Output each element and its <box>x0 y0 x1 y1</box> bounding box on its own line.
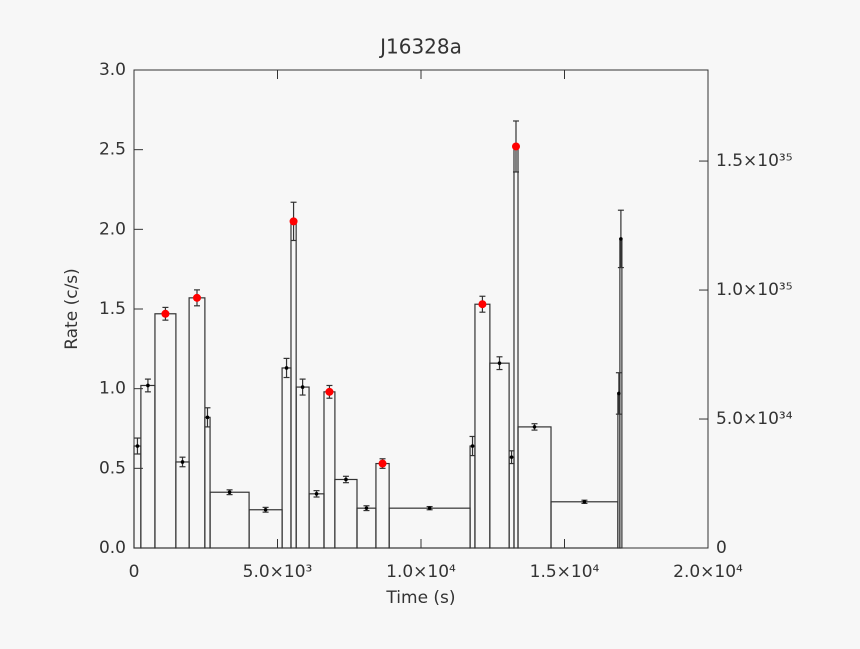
bar <box>356 507 377 549</box>
y-tick-label: 2.5 <box>99 140 126 160</box>
data-point <box>180 460 185 464</box>
y-tick-label: 0.0 <box>99 538 126 558</box>
data-point <box>314 492 319 496</box>
data-point <box>619 237 623 241</box>
bar <box>154 313 177 549</box>
y-tick-label: 1.5 <box>99 299 126 319</box>
x-tick-label: 0 <box>129 562 140 582</box>
y2-tick-label: 0 <box>716 538 727 558</box>
bar <box>281 367 292 549</box>
y2-tick-label: 1.0×10³⁵ <box>716 280 793 300</box>
bar <box>323 391 336 549</box>
x-tick-label: 5.0×10³ <box>243 562 313 582</box>
y-tick-label: 3.0 <box>99 60 126 80</box>
bar <box>334 478 358 549</box>
bar <box>188 297 206 549</box>
bar <box>513 145 519 549</box>
bar <box>140 384 156 549</box>
y2-tick-label: 5.0×10³⁴ <box>716 409 793 429</box>
y-tick-label: 2.0 <box>99 219 126 239</box>
data-point <box>378 459 387 468</box>
data-point <box>161 309 170 318</box>
bar <box>204 416 211 549</box>
data-point <box>192 293 201 302</box>
bar <box>175 461 190 549</box>
data-point <box>300 385 305 389</box>
bar <box>375 462 390 549</box>
y2-tick-label: 1.5×10³⁵ <box>716 151 793 171</box>
data-point <box>284 366 289 370</box>
y-axis-label: Rate (c/s) <box>62 268 82 350</box>
y-tick-label: 0.5 <box>99 458 126 478</box>
x-tick-label: 1.0×10⁴ <box>386 562 456 582</box>
bar <box>388 507 471 549</box>
bar <box>489 362 510 549</box>
data-point <box>205 415 210 420</box>
bar <box>469 445 476 549</box>
x-axis-label: Time (s) <box>385 588 455 608</box>
data-point <box>146 383 150 388</box>
data-point <box>344 477 348 482</box>
bar <box>308 493 325 549</box>
data-point <box>509 455 514 459</box>
data-point <box>470 444 475 448</box>
data-point <box>263 507 268 512</box>
bar <box>517 426 552 549</box>
data-point <box>227 490 232 495</box>
bar <box>133 445 142 549</box>
data-point <box>497 361 502 365</box>
bar <box>474 303 491 549</box>
chart-title: J16328a <box>378 35 462 59</box>
data-point <box>135 444 140 448</box>
data-point <box>617 391 621 396</box>
y-tick-label: 1.0 <box>99 379 126 399</box>
x-tick-label: 1.5×10⁴ <box>530 562 600 582</box>
data-point <box>478 300 487 309</box>
data-point <box>582 499 587 504</box>
x-tick-label: 2.0×10⁴ <box>673 562 743 582</box>
bar <box>508 456 515 549</box>
data-point <box>364 506 369 510</box>
bar <box>290 220 297 549</box>
data-point <box>532 425 537 429</box>
data-point <box>325 387 334 396</box>
data-point <box>511 142 520 151</box>
bar <box>550 501 619 549</box>
data-point <box>427 506 432 510</box>
bar <box>209 491 250 549</box>
bar <box>295 386 310 549</box>
data-point <box>289 217 298 226</box>
